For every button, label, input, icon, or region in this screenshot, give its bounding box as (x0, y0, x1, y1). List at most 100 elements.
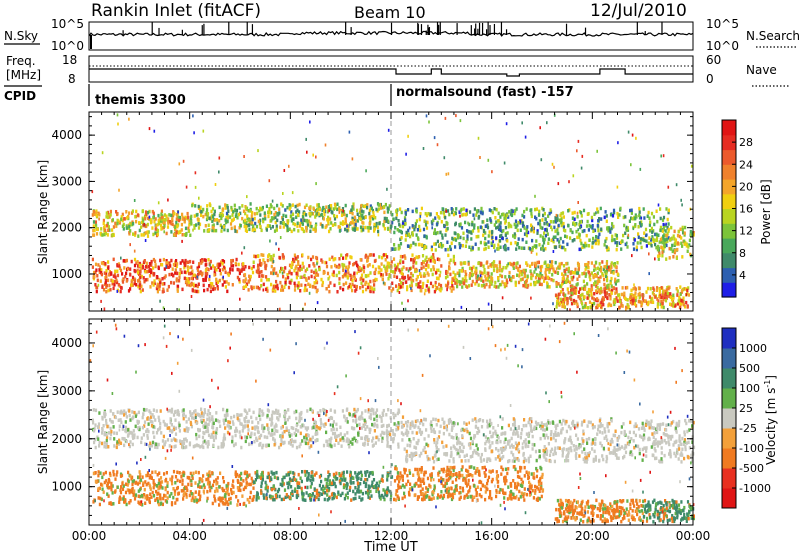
echo-cell (368, 427, 371, 431)
echo-cell (563, 280, 566, 284)
echo-cell (674, 241, 677, 245)
echo-cell (654, 232, 657, 237)
echo-cell (683, 438, 687, 442)
echo-cell (215, 281, 218, 286)
echo-cell (489, 217, 492, 221)
echo-cell (541, 274, 544, 278)
echo-cell (559, 284, 562, 288)
echo-cell (601, 298, 604, 302)
echo-cell (328, 257, 331, 261)
echo-cell (558, 262, 561, 266)
echo-cell (212, 430, 215, 435)
echo-cell (494, 216, 497, 220)
echo-cell (629, 295, 633, 299)
echo-cell (369, 204, 372, 208)
echo-cell (631, 301, 634, 306)
echo-speckle (209, 263, 211, 267)
echo-cell (279, 280, 282, 285)
echo-cell (327, 277, 330, 281)
echo-cell (253, 227, 256, 232)
echo-cell (419, 272, 422, 276)
echo-cell (230, 208, 233, 212)
echo-cell (374, 270, 377, 275)
echo-cell (264, 217, 267, 221)
echo-cell (504, 245, 507, 249)
echo-cell (464, 275, 467, 280)
echo-cell (172, 273, 175, 278)
echo-cell (364, 422, 367, 427)
echo-cell (109, 409, 112, 413)
echo-cell (581, 272, 584, 276)
echo-cell (570, 297, 573, 302)
echo-cell (528, 246, 531, 251)
echo-cell (158, 221, 161, 226)
echo-cell (407, 208, 410, 212)
echo-cell (470, 283, 473, 287)
echo-cell (136, 213, 140, 217)
echo-cell (580, 423, 583, 427)
echo-cell (584, 456, 587, 460)
echo-cell (198, 428, 201, 432)
echo-cell (418, 285, 421, 289)
echo-cell (112, 274, 115, 278)
echo-cell (433, 231, 436, 235)
echo-cell (149, 441, 152, 445)
echo-cell (146, 269, 149, 274)
echo-cell (389, 432, 392, 437)
echo-cell (515, 224, 518, 229)
echo-cell (156, 232, 159, 237)
echo-cell (171, 222, 174, 227)
echo-cell (377, 207, 381, 211)
echo-cell (470, 237, 473, 241)
echo-cell (291, 203, 294, 207)
echo-cell (295, 210, 298, 214)
echo-cell (133, 435, 136, 440)
echo-cell (479, 210, 483, 215)
echo-cell (538, 243, 541, 247)
echo-cell (344, 418, 347, 423)
echo-cell (395, 275, 399, 279)
echo-cell (292, 439, 295, 444)
echo-cell (634, 291, 637, 295)
echo-cell (466, 237, 469, 241)
echo-cell (231, 258, 234, 263)
echo-cell (490, 241, 493, 245)
echo-cell (315, 431, 319, 435)
echo-cell (535, 273, 539, 277)
echo-cell (116, 269, 119, 273)
echo-cell (110, 272, 113, 276)
echo-cell (114, 269, 117, 274)
echo-cell (273, 206, 276, 211)
echo-cell (373, 283, 376, 287)
echo-cell (380, 268, 383, 272)
echo-cell (115, 224, 118, 228)
echo-cell (660, 299, 663, 303)
echo-cell (573, 210, 576, 215)
echo-cell (683, 305, 687, 309)
echo-cell (120, 215, 123, 219)
echo-cell (341, 409, 344, 413)
echo-speckle (530, 250, 533, 254)
echo-cell (145, 265, 148, 269)
echo-cell (372, 279, 375, 283)
echo-cell (383, 210, 386, 215)
echo-cell (373, 259, 376, 263)
echo-cell (419, 280, 422, 284)
echo-cell (597, 266, 600, 270)
echo-cell (212, 443, 215, 448)
echo-cell (315, 270, 318, 275)
echo-cell (593, 273, 596, 278)
echo-cell (611, 288, 614, 293)
echo-cell (633, 298, 636, 303)
echo-cell (659, 216, 662, 221)
echo-cell (278, 445, 281, 450)
echo-cell (495, 236, 498, 240)
echo-cell (112, 286, 115, 291)
echo-cell (308, 264, 311, 268)
echo-cell (293, 222, 297, 227)
echo-cell (576, 282, 579, 286)
echo-cell (352, 426, 355, 431)
echo-cell (190, 282, 193, 287)
echo-cell (504, 216, 507, 220)
echo-cell (482, 228, 486, 233)
